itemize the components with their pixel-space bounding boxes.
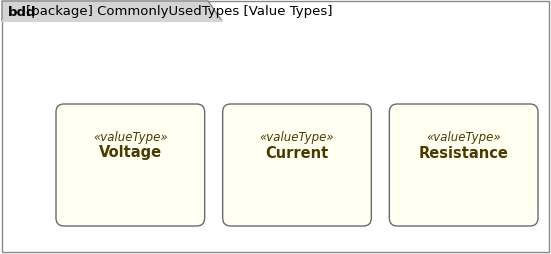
FancyBboxPatch shape: [390, 105, 538, 226]
Text: Current: Current: [266, 145, 328, 160]
Text: Voltage: Voltage: [99, 145, 162, 160]
Text: «valueType»: «valueType»: [93, 130, 168, 143]
Text: bdd: bdd: [8, 6, 36, 19]
Text: [package] CommonlyUsedTypes [Value Types]: [package] CommonlyUsedTypes [Value Types…: [26, 6, 332, 19]
FancyBboxPatch shape: [223, 105, 371, 226]
Text: Resistance: Resistance: [419, 145, 509, 160]
Polygon shape: [2, 2, 222, 22]
FancyBboxPatch shape: [56, 105, 204, 226]
Text: «valueType»: «valueType»: [260, 130, 334, 143]
Text: «valueType»: «valueType»: [426, 130, 501, 143]
